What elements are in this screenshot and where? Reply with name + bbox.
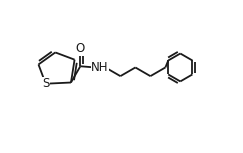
Text: NH: NH bbox=[91, 61, 109, 74]
Text: O: O bbox=[76, 42, 85, 55]
Text: S: S bbox=[42, 77, 49, 90]
